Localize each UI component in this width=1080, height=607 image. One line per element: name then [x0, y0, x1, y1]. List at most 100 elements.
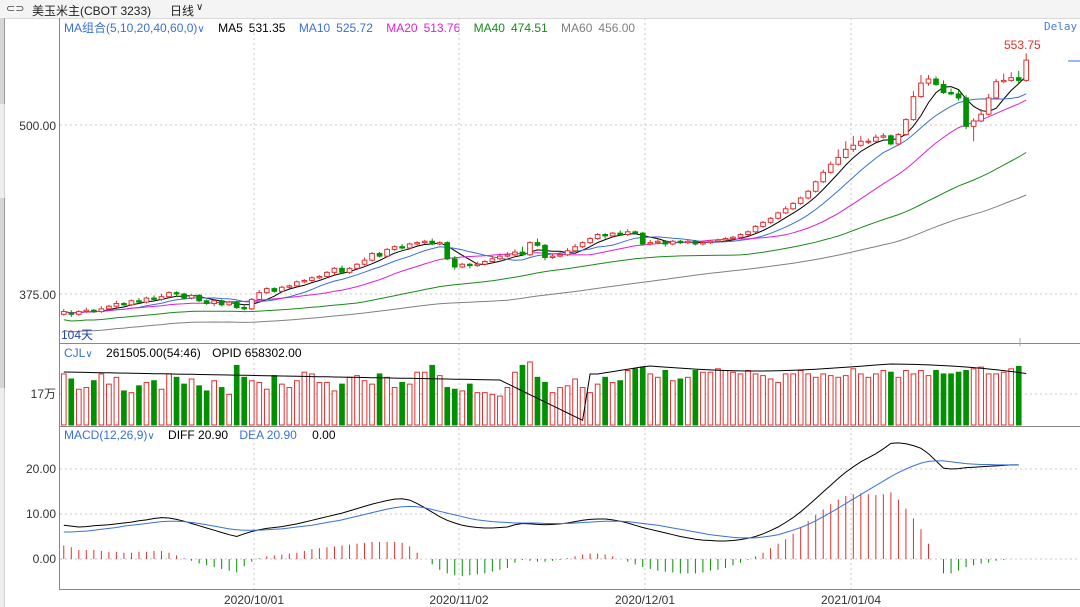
candle-body: [564, 250, 571, 256]
candle-body: [534, 242, 541, 246]
volume-bar: [196, 385, 202, 426]
y-tick-label-price: 500.00: [19, 119, 56, 133]
chevron-down-icon[interactable]: ∨: [196, 2, 204, 13]
volume-bar: [121, 390, 127, 426]
volume-bar: [985, 373, 992, 426]
candle-body: [542, 244, 548, 258]
candle-body: [1023, 59, 1030, 81]
link-icon[interactable]: ⊂⊃: [6, 3, 25, 15]
volume-bar: [241, 376, 248, 426]
left-tab-lower[interactable]: [0, 198, 5, 388]
volume-bar: [466, 383, 473, 426]
candle-body: [497, 255, 503, 260]
volume-bar: [497, 395, 503, 426]
volume-bar: [602, 376, 608, 426]
candle-body: [429, 240, 436, 245]
candle-body: [963, 97, 969, 127]
volume-bar: [812, 376, 819, 426]
candle-body: [188, 294, 195, 299]
chevron-down-icon[interactable]: ∨: [197, 24, 205, 35]
x-tick-label: 2020/12/01: [615, 593, 675, 607]
candle-body: [91, 309, 97, 313]
candle-body: [865, 140, 872, 143]
volume-bar: [632, 368, 639, 426]
volume-bar: [286, 387, 293, 426]
candle-body: [1000, 79, 1007, 83]
volume-bar: [880, 370, 887, 426]
left-tab-upper[interactable]: [0, 18, 5, 104]
candle-body: [715, 239, 721, 242]
macd-indicator-name[interactable]: MACD(12,26,9): [64, 428, 148, 442]
candlesticks: [60, 53, 1030, 317]
volume-bars: [60, 361, 1022, 426]
candle-body: [857, 140, 864, 146]
dea-line: [63, 460, 1019, 539]
candle-body: [301, 279, 308, 283]
candle-body: [75, 311, 82, 315]
candle-body: [294, 281, 300, 287]
volume-bar: [166, 373, 172, 426]
volume-bar: [75, 388, 82, 426]
volume-bar: [918, 370, 924, 426]
chevron-down-icon[interactable]: ∨: [85, 349, 93, 360]
volume-bar: [564, 385, 571, 426]
volume-bar: [842, 375, 849, 426]
candle-body: [256, 292, 263, 300]
volume-bar: [482, 392, 488, 426]
volume-bar: [639, 366, 646, 426]
candle-body: [278, 286, 285, 292]
candle-body: [527, 242, 533, 256]
volume-bar: [263, 388, 270, 426]
volume-bar: [346, 376, 353, 426]
candle-body: [745, 231, 751, 236]
candle-body: [888, 135, 894, 145]
volume-bar: [1008, 368, 1015, 426]
candle-body: [557, 254, 563, 257]
volume-bar: [68, 378, 75, 426]
candle-body: [98, 308, 105, 313]
volume-bar: [233, 364, 240, 426]
volume-legend: CJL∨ 261505.00(54:46) OPID 658302.00: [64, 346, 308, 360]
candle-body: [519, 251, 526, 256]
ma-legend-title[interactable]: MA组合(5,10,20,40,60,0): [64, 21, 198, 35]
symbol-name[interactable]: 美玉米主(CBOT 3233): [32, 4, 152, 18]
volume-bar: [309, 373, 315, 426]
volume-bar: [970, 368, 977, 426]
volume-bar: [504, 387, 511, 426]
candle-body: [812, 181, 819, 192]
candle-body: [842, 148, 849, 158]
candle-body: [918, 82, 924, 98]
volume-indicator-name[interactable]: CJL: [64, 346, 86, 360]
volume-bar: [339, 383, 345, 426]
candle-body: [444, 242, 451, 260]
candle-body: [820, 171, 827, 183]
candle-body: [309, 277, 315, 281]
volume-bar: [218, 387, 225, 426]
candle-body: [196, 294, 202, 302]
volume-bar: [903, 370, 909, 426]
candle-body: [354, 263, 360, 269]
ma-legend: MA组合(5,10,20,40,60,0)∨ MA5 531.35 MA10 525…: [64, 19, 641, 36]
period-selector[interactable]: 日线: [170, 4, 195, 18]
chevron-down-icon[interactable]: ∨: [147, 431, 155, 442]
volume-bar: [745, 370, 751, 426]
volume-bar: [489, 393, 496, 426]
candle-body: [474, 263, 481, 267]
volume-bar: [587, 392, 593, 426]
candle-body: [316, 275, 323, 279]
volume-bar: [827, 375, 834, 426]
candle-body: [324, 271, 330, 277]
volume-bar: [354, 375, 360, 426]
candle-body: [173, 292, 180, 295]
candle-body: [579, 242, 586, 248]
volume-bar: [384, 376, 390, 426]
volume-bar: [421, 371, 428, 426]
volume-bar: [406, 383, 413, 426]
volume-bar: [248, 380, 255, 426]
volume-bar: [256, 381, 263, 426]
volume-bar: [797, 370, 804, 426]
candle-body: [737, 234, 744, 238]
candle-body: [361, 259, 368, 265]
volume-bar: [113, 376, 120, 426]
